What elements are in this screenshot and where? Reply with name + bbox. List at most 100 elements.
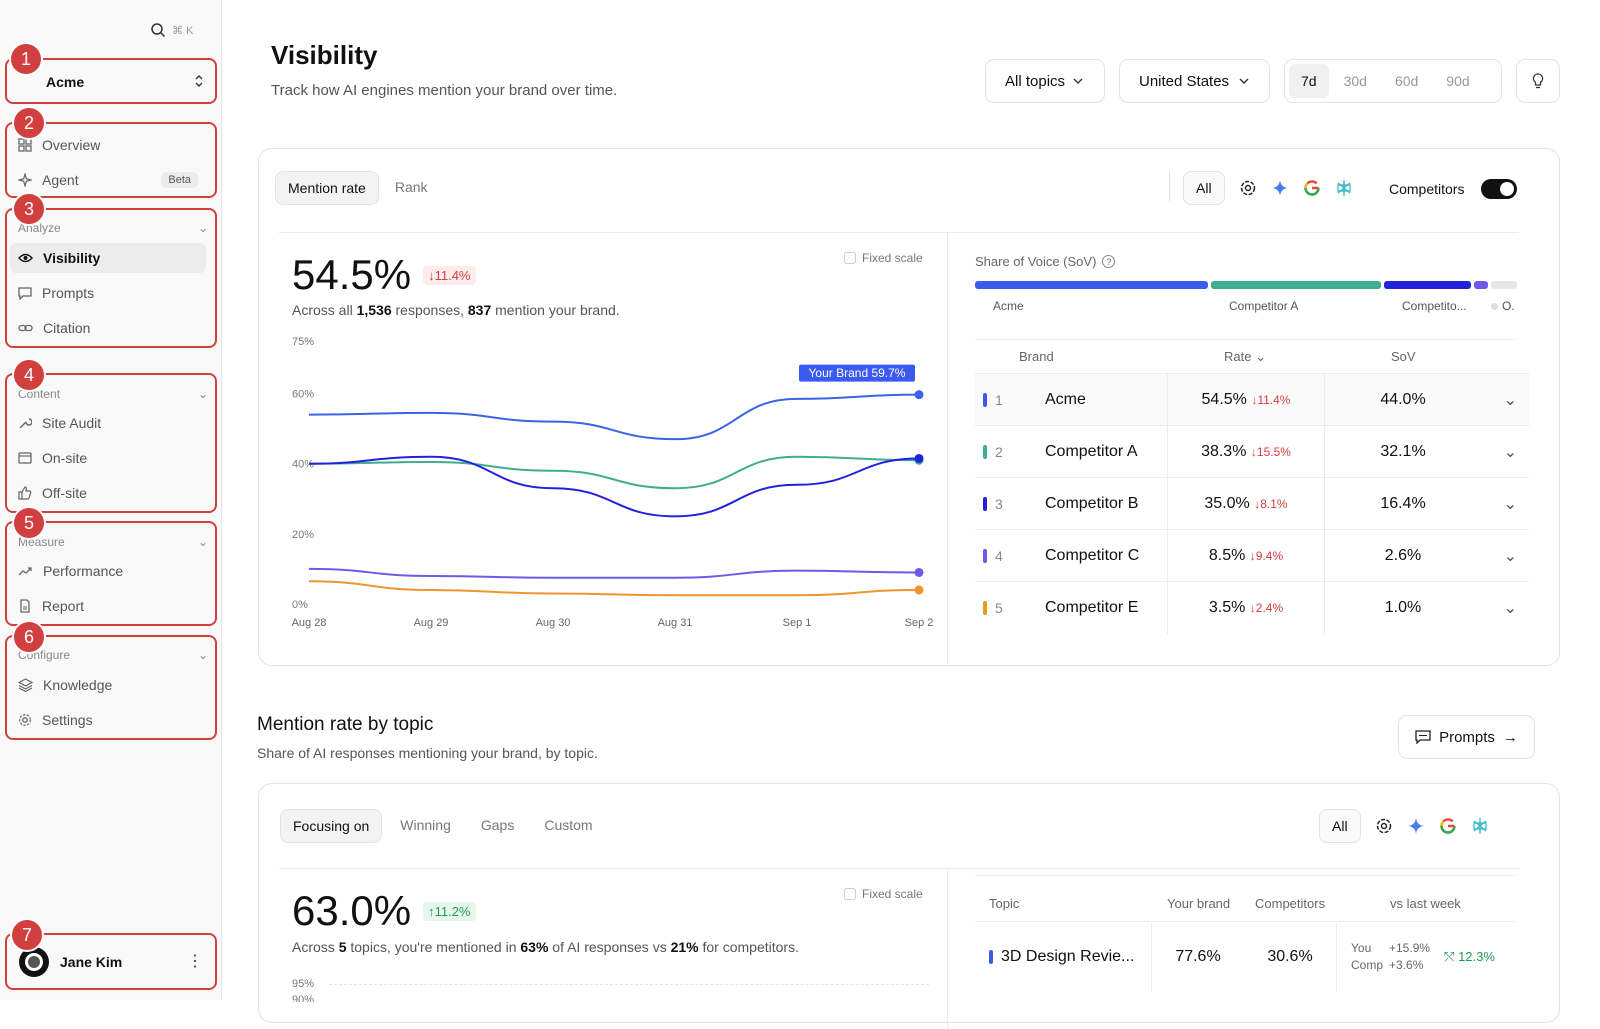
content-section-header[interactable]: Content ⌄: [18, 387, 208, 401]
series-endpoint[interactable]: [914, 453, 924, 463]
col-brand: Brand: [1019, 349, 1054, 364]
brand-rate-cell: 54.5% ↓11.4%: [1168, 391, 1324, 409]
sov-bar: [975, 281, 1517, 289]
workspace-switcher[interactable]: Acme: [5, 58, 217, 104]
chevron-down-icon[interactable]: ⌄: [1503, 495, 1517, 513]
grid-icon: [18, 138, 32, 152]
col-rate-label: Rate: [1224, 349, 1252, 364]
tab-focusing-on[interactable]: Focusing on: [280, 809, 383, 843]
annotation-badge-3: 3: [12, 192, 46, 226]
competitors-toggle[interactable]: [1481, 179, 1517, 199]
comp-value: +3.6%: [1389, 957, 1424, 972]
nav-report[interactable]: Report: [10, 591, 206, 621]
nav-site-audit[interactable]: Site Audit: [10, 408, 206, 438]
x-tick-label: Aug 29: [414, 617, 449, 629]
chevron-down-icon[interactable]: ⌄: [1503, 547, 1517, 565]
series-endpoint[interactable]: [914, 390, 924, 400]
measure-group: [5, 521, 217, 626]
chevron-down-icon[interactable]: ⌄: [1503, 443, 1517, 461]
series-endpoint[interactable]: [914, 585, 924, 595]
y-tick-label: 60%: [292, 389, 314, 401]
document-icon: [20, 599, 30, 613]
x-tick-label: Sep 2: [905, 617, 934, 629]
nav-visibility[interactable]: Visibility: [10, 243, 206, 273]
topic-engine-filter: All: [1319, 809, 1489, 843]
chevron-down-icon[interactable]: ⌄: [1503, 391, 1517, 409]
nav-prompts[interactable]: Prompts: [10, 278, 206, 308]
trend-icon: [18, 567, 32, 576]
chevron-down-icon[interactable]: ⌄: [1503, 599, 1517, 617]
perplexity-icon[interactable]: [1471, 817, 1489, 835]
col-rate[interactable]: Rate ⌄: [1224, 349, 1266, 365]
brand-rate-delta: ↓2.4%: [1249, 600, 1284, 615]
topic-summary-count: 5: [338, 939, 347, 955]
topic-col-competitors: Competitors: [1255, 896, 1326, 911]
chevron-down-icon: [1239, 78, 1249, 84]
tab-custom[interactable]: Custom: [544, 817, 593, 833]
range-90d[interactable]: 90d: [1446, 73, 1470, 89]
nav-performance-label: Performance: [43, 563, 124, 579]
gemini-icon[interactable]: [1407, 817, 1425, 835]
chatgpt-icon[interactable]: [1375, 817, 1393, 835]
perplexity-icon[interactable]: [1335, 179, 1353, 197]
user-menu[interactable]: Jane Kim ⋮: [5, 933, 217, 990]
brand-rate: 8.5%: [1208, 546, 1246, 564]
fixed-scale-label: Fixed scale: [862, 251, 923, 265]
range-30d[interactable]: 30d: [1343, 73, 1367, 89]
chatgpt-icon[interactable]: [1239, 179, 1257, 197]
range-7d[interactable]: 7d: [1289, 64, 1329, 98]
configure-section-header[interactable]: Configure ⌄: [18, 648, 208, 662]
tab-winning[interactable]: Winning: [400, 817, 451, 833]
analyze-group: [5, 208, 217, 348]
nav-agent[interactable]: Agent Beta: [10, 165, 206, 195]
topic-row[interactable]: 3D Design Revie... 77.6% 30.6% You +15.9%…: [975, 921, 1517, 992]
topic-engine-all[interactable]: All: [1319, 809, 1361, 843]
analyze-section-header[interactable]: Analyze ⌄: [18, 221, 208, 235]
col-sov: SoV: [1391, 349, 1416, 364]
topic-brand-rate: 77.6%: [1175, 947, 1221, 965]
gemini-icon[interactable]: [1271, 179, 1289, 197]
brand-row[interactable]: 5 Competitor E 3.5% ↓2.4% 1.0% ⌄: [975, 581, 1529, 634]
insights-button[interactable]: [1516, 59, 1560, 103]
range-60d[interactable]: 60d: [1394, 73, 1419, 89]
visibility-card: Mention rate Rank All Competitors 54.5% …: [258, 148, 1560, 667]
brand-row[interactable]: 2 Competitor A 38.3% ↓15.5% 32.1% ⌄: [975, 425, 1529, 478]
nav-knowledge-label: Knowledge: [43, 677, 113, 693]
gear-icon: [19, 714, 31, 726]
sov-segment-competitor-c: [1474, 281, 1489, 289]
tab-rank[interactable]: Rank: [394, 179, 428, 195]
topic-fixed-scale-checkbox[interactable]: Fixed scale: [844, 887, 923, 901]
browser-icon: [18, 452, 32, 464]
topic-filter-dropdown[interactable]: All topics: [985, 59, 1105, 103]
topic-filter-label: All topics: [1005, 72, 1066, 90]
brand-row[interactable]: 3 Competitor B 35.0% ↓8.1% 16.4% ⌄: [975, 477, 1529, 530]
workspace-name: Acme: [46, 74, 85, 90]
brand-row[interactable]: 4 Competitor C 8.5% ↓9.4% 2.6% ⌄: [975, 529, 1529, 582]
measure-section-header[interactable]: Measure ⌄: [18, 535, 208, 549]
brand-sov: 44.0%: [1380, 390, 1426, 408]
engine-filter: All: [1183, 171, 1353, 205]
kebab-menu-icon[interactable]: ⋮: [187, 953, 203, 970]
nav-on-site[interactable]: On-site: [10, 443, 206, 473]
fixed-scale-checkbox[interactable]: Fixed scale: [844, 251, 923, 265]
general-group: [5, 122, 217, 198]
region-filter-dropdown[interactable]: United States: [1119, 59, 1270, 103]
metric-tabs: Mention rate Rank: [275, 171, 440, 205]
brand-row[interactable]: 1 Acme 54.5% ↓11.4% 44.0% ⌄: [975, 373, 1529, 426]
nav-citation[interactable]: Citation: [10, 313, 206, 343]
google-icon[interactable]: [1303, 179, 1321, 197]
nav-off-site[interactable]: Off-site: [10, 478, 206, 508]
brand-rate: 35.0%: [1204, 494, 1250, 512]
help-circle-icon[interactable]: ?: [1102, 255, 1116, 268]
series-endpoint[interactable]: [914, 567, 924, 577]
nav-knowledge[interactable]: Knowledge: [10, 670, 206, 700]
nav-settings[interactable]: Settings: [10, 705, 206, 735]
search-shortcut[interactable]: ⌘ K: [150, 22, 193, 38]
google-icon[interactable]: [1439, 817, 1457, 835]
prompts-button[interactable]: Prompts →: [1398, 715, 1535, 759]
tab-gaps[interactable]: Gaps: [480, 817, 515, 833]
topic-y-tick-90: 90%: [292, 994, 315, 1002]
tab-mention-rate[interactable]: Mention rate: [275, 171, 379, 205]
nav-performance[interactable]: Performance: [10, 556, 206, 586]
engine-all[interactable]: All: [1183, 171, 1225, 205]
